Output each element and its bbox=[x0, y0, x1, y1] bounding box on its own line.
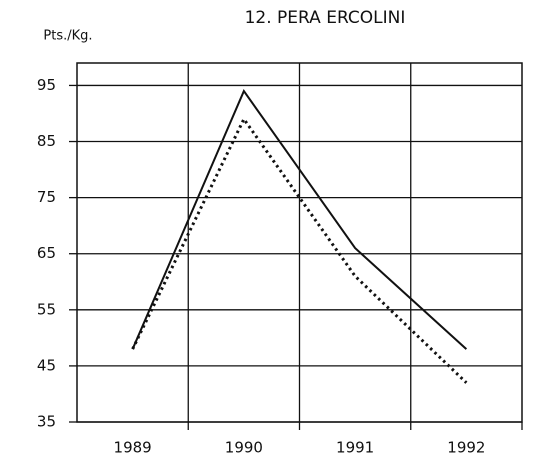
x-tick-label: 1991 bbox=[336, 439, 374, 457]
y-tick-label: 75 bbox=[37, 188, 56, 206]
x-tick-label: 1990 bbox=[225, 439, 263, 457]
series-line bbox=[131, 116, 468, 384]
y-tick-label: 35 bbox=[37, 413, 56, 431]
y-axis-label: Pts./Kg. bbox=[43, 29, 92, 44]
chart-title: 12. PERA ERCOLINI bbox=[245, 8, 406, 28]
y-tick-label: 55 bbox=[37, 300, 56, 318]
y-tick-label: 95 bbox=[37, 76, 56, 94]
y-tick-label: 65 bbox=[37, 244, 56, 262]
y-tick-label: 85 bbox=[37, 132, 56, 150]
series-line bbox=[131, 89, 468, 350]
x-tick-label: 1992 bbox=[447, 439, 485, 457]
x-tick-label: 1989 bbox=[114, 439, 152, 457]
y-tick-label: 45 bbox=[37, 356, 56, 374]
